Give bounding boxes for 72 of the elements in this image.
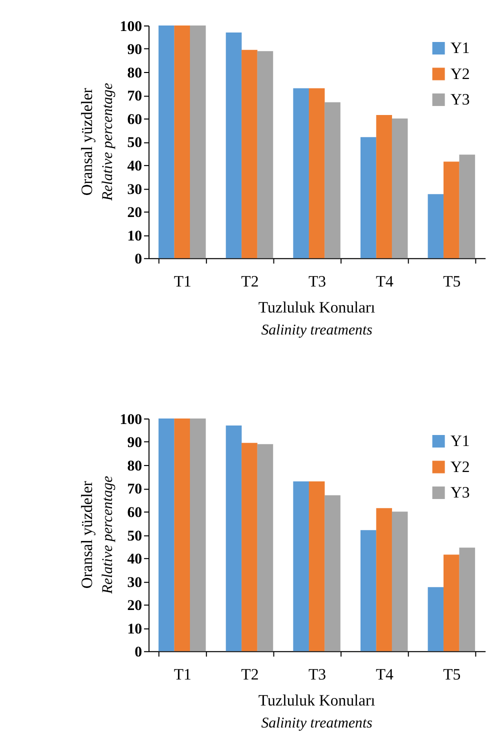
- x-tick-label: T2: [241, 666, 259, 684]
- bar: [376, 508, 392, 652]
- x-tick-label: T5: [443, 666, 461, 684]
- bar: [158, 25, 174, 258]
- bar: [392, 118, 408, 258]
- bar: [308, 88, 325, 258]
- x-tick-label: T1: [174, 273, 192, 290]
- y-tick-label: 30: [127, 182, 142, 198]
- y-tick-label: 70: [127, 88, 142, 105]
- bar: [444, 162, 460, 258]
- legend-label: Y2: [450, 458, 470, 476]
- y-tick-label: 30: [127, 574, 142, 591]
- y-tick-label: 20: [127, 205, 142, 222]
- x-axis-title: Tuzluluk Konuları Salinity treatments: [258, 300, 376, 338]
- legend-label: Y3: [450, 484, 470, 502]
- y-tick-label: 10: [127, 621, 142, 638]
- bar: [324, 102, 340, 258]
- bar: [190, 25, 206, 258]
- y-tick-label: 60: [127, 505, 142, 522]
- bar: [428, 194, 444, 258]
- x-tick-label: T5: [443, 273, 461, 290]
- y-tick-label: 20: [127, 598, 142, 614]
- bar: [242, 442, 258, 652]
- bar: [444, 554, 460, 652]
- bar: [376, 115, 392, 258]
- bar: [174, 418, 190, 652]
- bar: [459, 154, 476, 258]
- bar: [293, 88, 310, 258]
- bar: [392, 512, 408, 652]
- bar: [174, 25, 190, 258]
- y-tick-label: 60: [127, 112, 142, 128]
- y-tick-label: 50: [127, 528, 142, 544]
- bar: [360, 530, 376, 652]
- bar: [257, 444, 274, 652]
- y-tick-label: 40: [127, 552, 142, 568]
- y-tick-label: 80: [127, 458, 142, 474]
- bar: [308, 481, 325, 652]
- x-tick-label: T1: [174, 666, 192, 684]
- bar: [428, 587, 444, 652]
- y-tick-label: 0: [134, 252, 142, 268]
- x-tick-label: T3: [308, 666, 326, 684]
- legend-label: Y2: [450, 66, 470, 83]
- x-tick-label: T4: [376, 273, 394, 290]
- bar: [360, 137, 376, 258]
- x-axis-title: Tuzluluk Konuları Salinity treatments: [258, 692, 376, 732]
- legend-label: Y3: [450, 92, 470, 109]
- bar: [257, 51, 274, 258]
- bar: [190, 418, 206, 652]
- bar: [293, 481, 310, 652]
- y-tick-label: 100: [120, 18, 142, 35]
- bar: [226, 32, 242, 258]
- bar: [324, 495, 340, 652]
- y-tick-label: 0: [134, 644, 142, 661]
- x-tick-label: T2: [241, 273, 259, 290]
- y-tick-label: 10: [127, 228, 142, 244]
- y-axis-title: Oransal yüzdeler Relative percentage: [79, 82, 116, 202]
- y-tick-label: 90: [127, 42, 142, 58]
- y-tick-label: 100: [120, 412, 142, 428]
- y-tick-label: 50: [127, 135, 142, 152]
- y-tick-label: 40: [127, 158, 142, 175]
- y-axis-title: Oransal yüzdeler Relative percentage: [79, 476, 116, 595]
- x-tick-label: T3: [308, 273, 326, 290]
- bar: [242, 50, 258, 258]
- y-tick-label: 90: [127, 435, 142, 452]
- y-tick-label: 70: [127, 482, 142, 498]
- legend-label: Y1: [450, 40, 470, 58]
- bar: [226, 425, 242, 652]
- bar: [459, 548, 476, 652]
- x-tick-label: T4: [376, 666, 394, 684]
- bar: [158, 418, 174, 652]
- legend-label: Y1: [450, 433, 470, 450]
- y-tick-label: 80: [127, 65, 142, 82]
